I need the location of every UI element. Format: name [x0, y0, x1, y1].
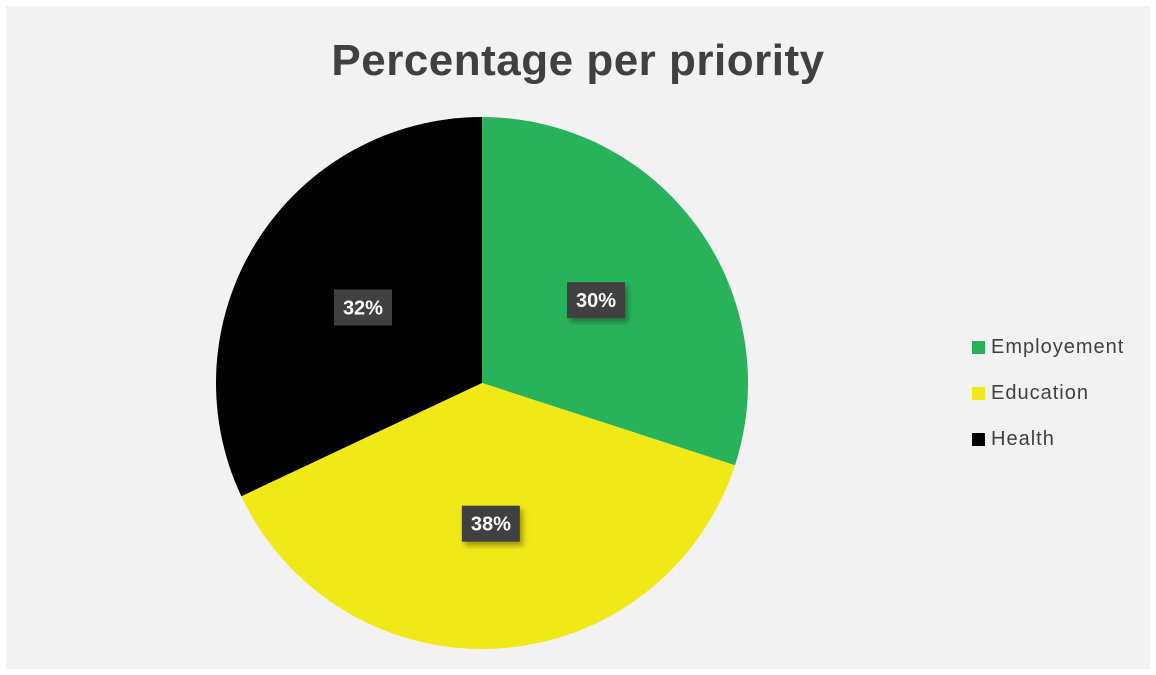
- data-label-education: 38%: [461, 505, 520, 542]
- legend-item-employement: Employement: [972, 324, 1124, 370]
- data-label-employement: 30%: [567, 282, 626, 319]
- data-label-box: [461, 505, 520, 542]
- data-label-text: 32%: [343, 297, 383, 319]
- legend-label: Employement: [991, 335, 1125, 358]
- data-label-health: 32%: [333, 289, 392, 326]
- legend-swatch: [972, 386, 985, 400]
- pie-chart: 30% 38% 32%: [215, 117, 749, 649]
- legend-item-education: Education: [972, 370, 1124, 416]
- data-label-text: 30%: [576, 290, 616, 312]
- legend-swatch: [972, 340, 985, 354]
- legend-item-health: Health: [972, 416, 1124, 462]
- data-label-box: [333, 289, 392, 326]
- data-label-text: 38%: [471, 514, 511, 536]
- data-label-box: [567, 282, 626, 319]
- chart-area: Percentage per priority 30% 38% 32% Employ…: [6, 6, 1150, 669]
- legend-label: Education: [991, 381, 1089, 404]
- chart-title: Percentage per priority: [331, 36, 825, 85]
- legend-swatch: [972, 432, 985, 446]
- legend: Employement Education Health: [972, 324, 1124, 462]
- legend-label: Health: [991, 427, 1055, 450]
